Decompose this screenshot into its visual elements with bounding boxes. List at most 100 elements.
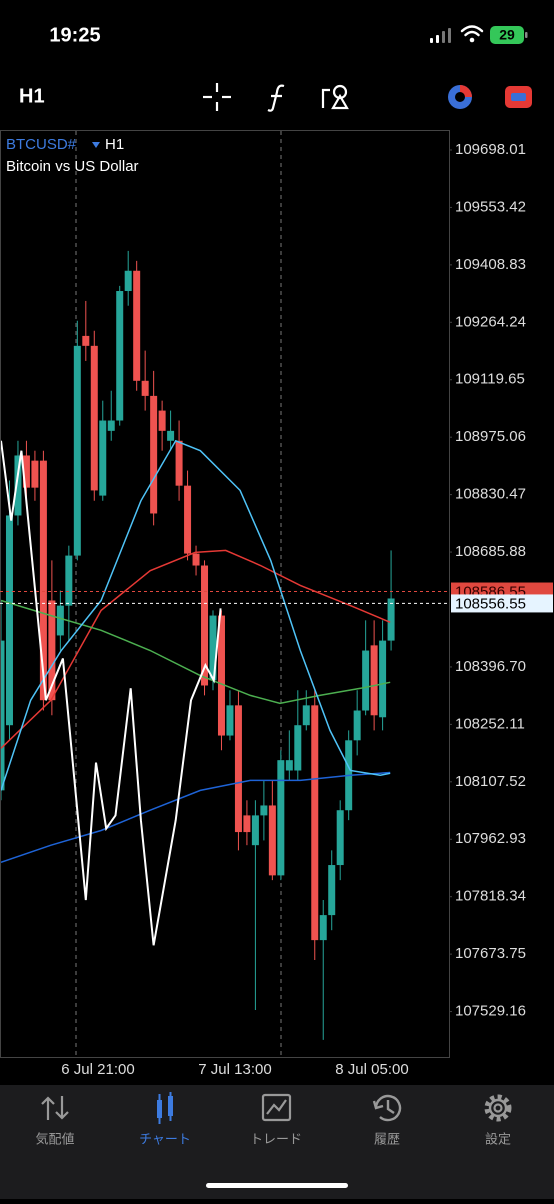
- candle-body: [39, 460, 47, 701]
- y-tick-label: 107962.93: [455, 830, 526, 847]
- symbol-dropdown[interactable]: [92, 142, 100, 148]
- candle-body: [184, 485, 192, 554]
- tab-label[interactable]: 履歴: [374, 1131, 400, 1146]
- y-tick-label: 108830.47: [455, 486, 526, 503]
- candle-body: [226, 705, 234, 736]
- candle-body: [353, 710, 361, 741]
- candle-body: [107, 420, 115, 431]
- candle-body: [124, 270, 132, 292]
- candle-body: [31, 460, 39, 488]
- candle-body: [158, 410, 166, 431]
- chart-icon: [157, 1092, 173, 1124]
- y-tick-label: 107529.16: [455, 1003, 526, 1020]
- x-tick-label: 6 Jul 21:00: [61, 1061, 134, 1078]
- indicator-line: [1, 549, 391, 749]
- candle-body: [277, 760, 285, 876]
- crosshair-button[interactable]: [203, 83, 231, 111]
- candle-body: [201, 565, 209, 686]
- y-tick-label: 108396.70: [455, 658, 526, 675]
- y-tick-label: 109698.01: [455, 141, 526, 158]
- tab-label[interactable]: 気配値: [35, 1131, 74, 1146]
- clock: 19:25: [49, 24, 100, 46]
- candle-body: [116, 291, 124, 421]
- candle-body: [362, 650, 370, 711]
- y-tick-label: 107673.75: [455, 945, 526, 962]
- y-tick-label: 108685.88: [455, 543, 526, 560]
- symbol[interactable]: BTCUSD#: [6, 136, 77, 153]
- y-tick-label: 109408.83: [455, 256, 526, 273]
- indicator-line: [1, 771, 391, 864]
- indicator-button[interactable]: [267, 84, 285, 112]
- tab-label[interactable]: チャート: [139, 1131, 191, 1146]
- y-tick-label: 107818.34: [455, 888, 526, 905]
- settings-icon: [484, 1094, 512, 1122]
- candle-body: [260, 805, 268, 816]
- candle-body: [56, 605, 64, 636]
- tab-label[interactable]: 設定: [485, 1131, 511, 1146]
- candle-body: [328, 865, 336, 916]
- y-tick-label: 109553.42: [455, 198, 526, 215]
- objects-button[interactable]: [321, 84, 349, 110]
- candle-body: [311, 705, 319, 941]
- tab-label[interactable]: トレード: [250, 1131, 302, 1146]
- y-tick-label: 108107.52: [455, 773, 526, 790]
- battery: [490, 26, 524, 44]
- candle-body: [73, 345, 81, 556]
- chart-frame: [0, 130, 450, 1058]
- wifi-icon: [460, 25, 484, 37]
- y-tick-label: 108975.06: [455, 428, 526, 445]
- plot: [1, 250, 395, 1040]
- candle-body: [150, 395, 158, 514]
- indicator-line: [1, 599, 391, 705]
- y-tick-label: 108252.11: [455, 715, 525, 732]
- candle-body: [243, 815, 251, 833]
- candle-body: [65, 555, 73, 606]
- candle-body: [90, 345, 98, 491]
- candle-body: [217, 615, 225, 736]
- candle-body: [133, 270, 141, 381]
- y-tick-label: 109119.65: [455, 371, 525, 388]
- candle-body: [22, 455, 30, 488]
- quotes-icon: [41, 1096, 69, 1120]
- price-label-box: [451, 594, 553, 613]
- candle-body: [319, 915, 327, 941]
- candle-body: [1, 640, 5, 791]
- wifi-dot: [469, 37, 475, 43]
- candle-body: [336, 810, 344, 866]
- y-tick-label: 109264.24: [455, 313, 526, 330]
- candle-body: [379, 640, 387, 718]
- x-tick-label: 7 Jul 13:00: [198, 1061, 271, 1078]
- candle-body: [167, 430, 175, 441]
- candle-body: [370, 645, 378, 716]
- candle-body: [192, 553, 200, 566]
- symbol-description: Bitcoin vs US Dollar: [6, 158, 139, 175]
- tab-bar: [0, 1085, 554, 1199]
- candle-body: [285, 760, 293, 771]
- candle-body: [387, 598, 395, 641]
- candle-body: [268, 805, 276, 876]
- battery-level: 29: [499, 27, 515, 43]
- candle-body: [5, 515, 13, 726]
- candle-body: [294, 725, 302, 771]
- candle-body: [14, 455, 22, 516]
- candle-body: [82, 335, 90, 346]
- candle-body: [234, 705, 242, 833]
- candle-body: [141, 380, 149, 396]
- x-tick-label: 8 Jul 05:00: [335, 1061, 408, 1078]
- candle-body: [209, 615, 217, 681]
- timeframe-button[interactable]: H1: [19, 85, 45, 107]
- battery-cap: [525, 32, 528, 38]
- candle-body: [99, 420, 107, 496]
- indicator-line: [1, 440, 222, 946]
- candle-body: [251, 815, 259, 846]
- home-indicator: [206, 1183, 348, 1188]
- candle-body: [48, 600, 56, 701]
- trade-icon-hole: [455, 92, 465, 102]
- signal-icon: [430, 28, 451, 43]
- history-icon: [372, 1094, 402, 1122]
- trade-icon: [261, 1093, 292, 1122]
- order-icon-part: [511, 93, 526, 101]
- price-label: 108556.55: [455, 595, 526, 612]
